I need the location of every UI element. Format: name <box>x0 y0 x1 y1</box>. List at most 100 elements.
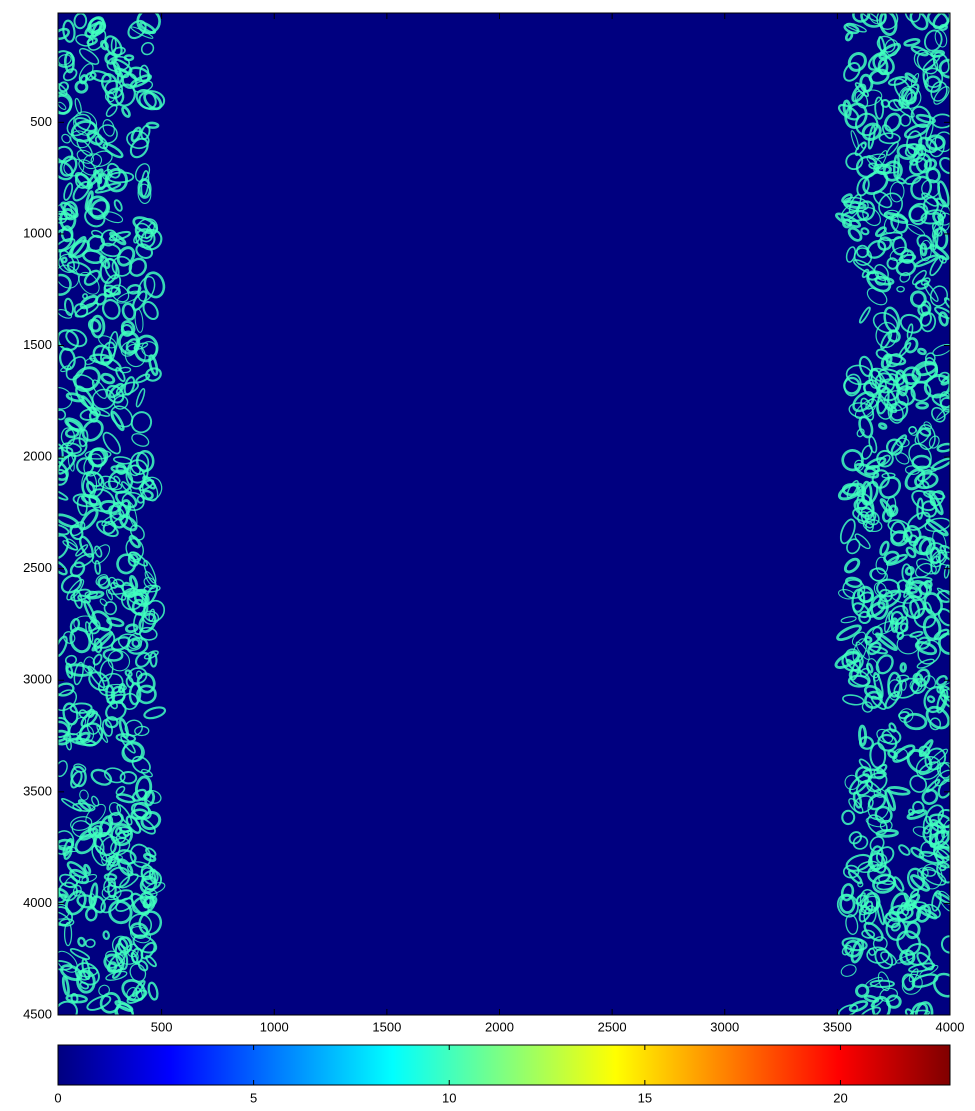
speckle <box>867 51 888 71</box>
speckle <box>69 947 91 961</box>
speckle <box>878 476 902 499</box>
speckle <box>857 511 870 525</box>
speckle <box>65 392 85 403</box>
speckle <box>73 615 98 632</box>
speckle <box>131 947 144 965</box>
speckle <box>63 158 85 177</box>
speckle <box>928 748 949 766</box>
speckle <box>881 728 902 745</box>
speckle <box>108 331 119 357</box>
speckle <box>60 964 83 982</box>
speckle <box>58 468 69 486</box>
speckle <box>129 524 145 541</box>
speckle <box>106 162 121 179</box>
speckle <box>866 601 886 618</box>
speckle <box>114 826 123 836</box>
speckle <box>925 518 949 537</box>
speckle <box>86 995 112 1011</box>
speckle <box>121 481 132 493</box>
speckle <box>100 341 116 367</box>
speckle <box>908 157 928 176</box>
speckle <box>59 155 78 177</box>
speckle <box>887 403 904 424</box>
speckle <box>899 272 911 283</box>
speckle <box>121 72 138 89</box>
speckle <box>78 63 94 83</box>
speckle <box>840 883 855 902</box>
speckle <box>933 628 950 641</box>
speckle <box>896 634 920 655</box>
speckle <box>127 19 147 40</box>
speckle <box>866 240 887 259</box>
speckle <box>61 975 70 996</box>
speckle <box>84 207 106 228</box>
speckle <box>78 47 100 65</box>
speckle <box>138 90 166 111</box>
speckle <box>907 579 928 602</box>
speckle <box>142 610 160 625</box>
speckle <box>121 979 147 1002</box>
colorbar-tick-label: 15 <box>638 1090 652 1105</box>
speckle <box>107 811 124 826</box>
speckle <box>873 150 888 173</box>
speckle <box>874 96 885 120</box>
speckle <box>933 86 950 105</box>
speckle <box>859 889 878 915</box>
speckle <box>84 449 112 460</box>
speckle <box>61 256 68 264</box>
speckle <box>900 901 910 916</box>
speckle <box>840 616 857 624</box>
speckle <box>875 275 887 286</box>
speckle <box>929 546 941 565</box>
colorbar <box>57 1044 951 1086</box>
speckle <box>75 34 94 47</box>
speckle <box>926 695 936 704</box>
speckle <box>934 891 950 905</box>
speckle <box>117 330 141 355</box>
speckle <box>79 508 99 531</box>
speckle <box>876 763 888 774</box>
speckle <box>140 228 163 251</box>
speckle <box>58 446 74 460</box>
speckle <box>939 391 950 413</box>
background <box>58 13 950 1015</box>
speckle <box>145 367 162 382</box>
speckle <box>852 13 870 23</box>
speckle <box>843 61 861 82</box>
speckle <box>906 867 926 891</box>
speckle <box>902 366 922 386</box>
speckle <box>914 562 933 578</box>
speckle <box>125 815 142 834</box>
speckle <box>105 384 125 404</box>
speckle <box>61 442 82 455</box>
speckle <box>112 46 126 56</box>
speckle <box>932 228 939 251</box>
speckle <box>94 832 117 856</box>
speckle <box>876 728 894 744</box>
speckle <box>107 649 131 672</box>
speckle <box>60 797 83 812</box>
speckle <box>841 809 856 826</box>
speckle <box>928 821 939 848</box>
speckle <box>127 501 138 528</box>
x-tick-label: 500 <box>151 1019 173 1034</box>
speckle <box>82 293 88 300</box>
speckle <box>932 972 950 998</box>
speckle <box>924 352 936 365</box>
speckle <box>121 742 144 763</box>
speckle <box>929 285 948 307</box>
speckle <box>874 226 887 238</box>
speckle <box>58 760 68 778</box>
speckle <box>903 38 921 47</box>
speckle <box>923 421 932 430</box>
speckle <box>848 193 862 215</box>
speckle <box>854 398 878 419</box>
speckle <box>120 324 134 337</box>
speckle <box>860 227 870 236</box>
speckle <box>91 229 104 239</box>
colorbar-tick-label: 20 <box>833 1090 847 1105</box>
speckle <box>147 981 159 1001</box>
x-tick-label: 3000 <box>710 1019 739 1034</box>
speckle <box>847 869 863 885</box>
speckle <box>887 329 901 343</box>
